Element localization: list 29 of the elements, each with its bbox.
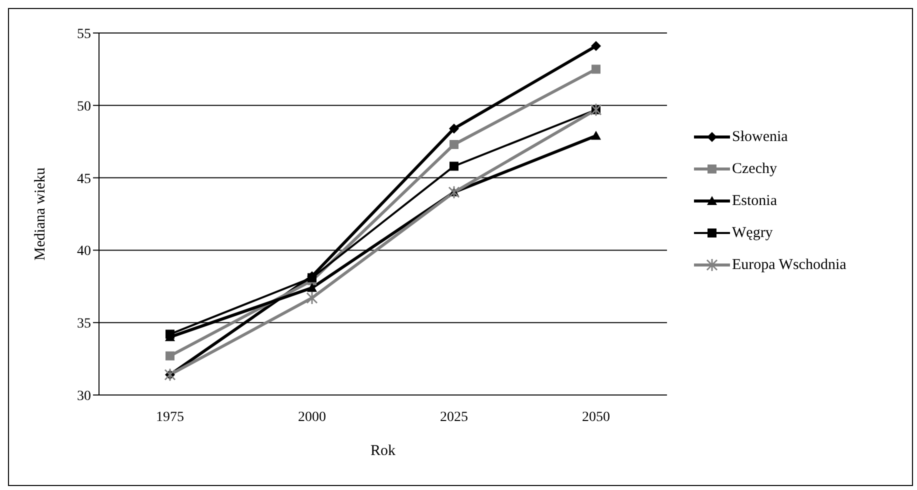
point	[166, 351, 174, 360]
x-tick-label: 1975	[156, 410, 184, 425]
point	[591, 41, 601, 52]
y-tick-label: 55	[77, 26, 91, 42]
point	[450, 162, 458, 171]
point	[591, 130, 601, 140]
point	[592, 64, 600, 74]
y-tick-label: 35	[77, 316, 91, 332]
legend-label: Czechy	[732, 160, 777, 178]
x-tick-label: 2050	[582, 410, 610, 425]
legend-label: Węgry	[732, 224, 773, 242]
y-tick-label: 45	[77, 172, 91, 187]
x-tick-label: 2025	[440, 410, 468, 425]
point	[448, 186, 460, 200]
point	[449, 124, 459, 134]
x-tick-label: 2000	[298, 410, 326, 425]
x-axis-title: Rok	[370, 443, 396, 459]
legend-label: Europa Wschodnia	[732, 256, 846, 274]
y-tick-label: 30	[77, 388, 91, 404]
point	[450, 140, 458, 149]
y-axis-title: Mediana wieku	[32, 167, 48, 260]
y-tick-label: 50	[77, 99, 91, 114]
point	[307, 282, 317, 292]
y-tick-label: 40	[77, 244, 91, 260]
legend-label: Estonia	[732, 192, 777, 210]
point	[306, 291, 318, 305]
point	[166, 330, 174, 339]
point	[590, 102, 602, 116]
legend-label: Słowenia	[732, 128, 788, 146]
